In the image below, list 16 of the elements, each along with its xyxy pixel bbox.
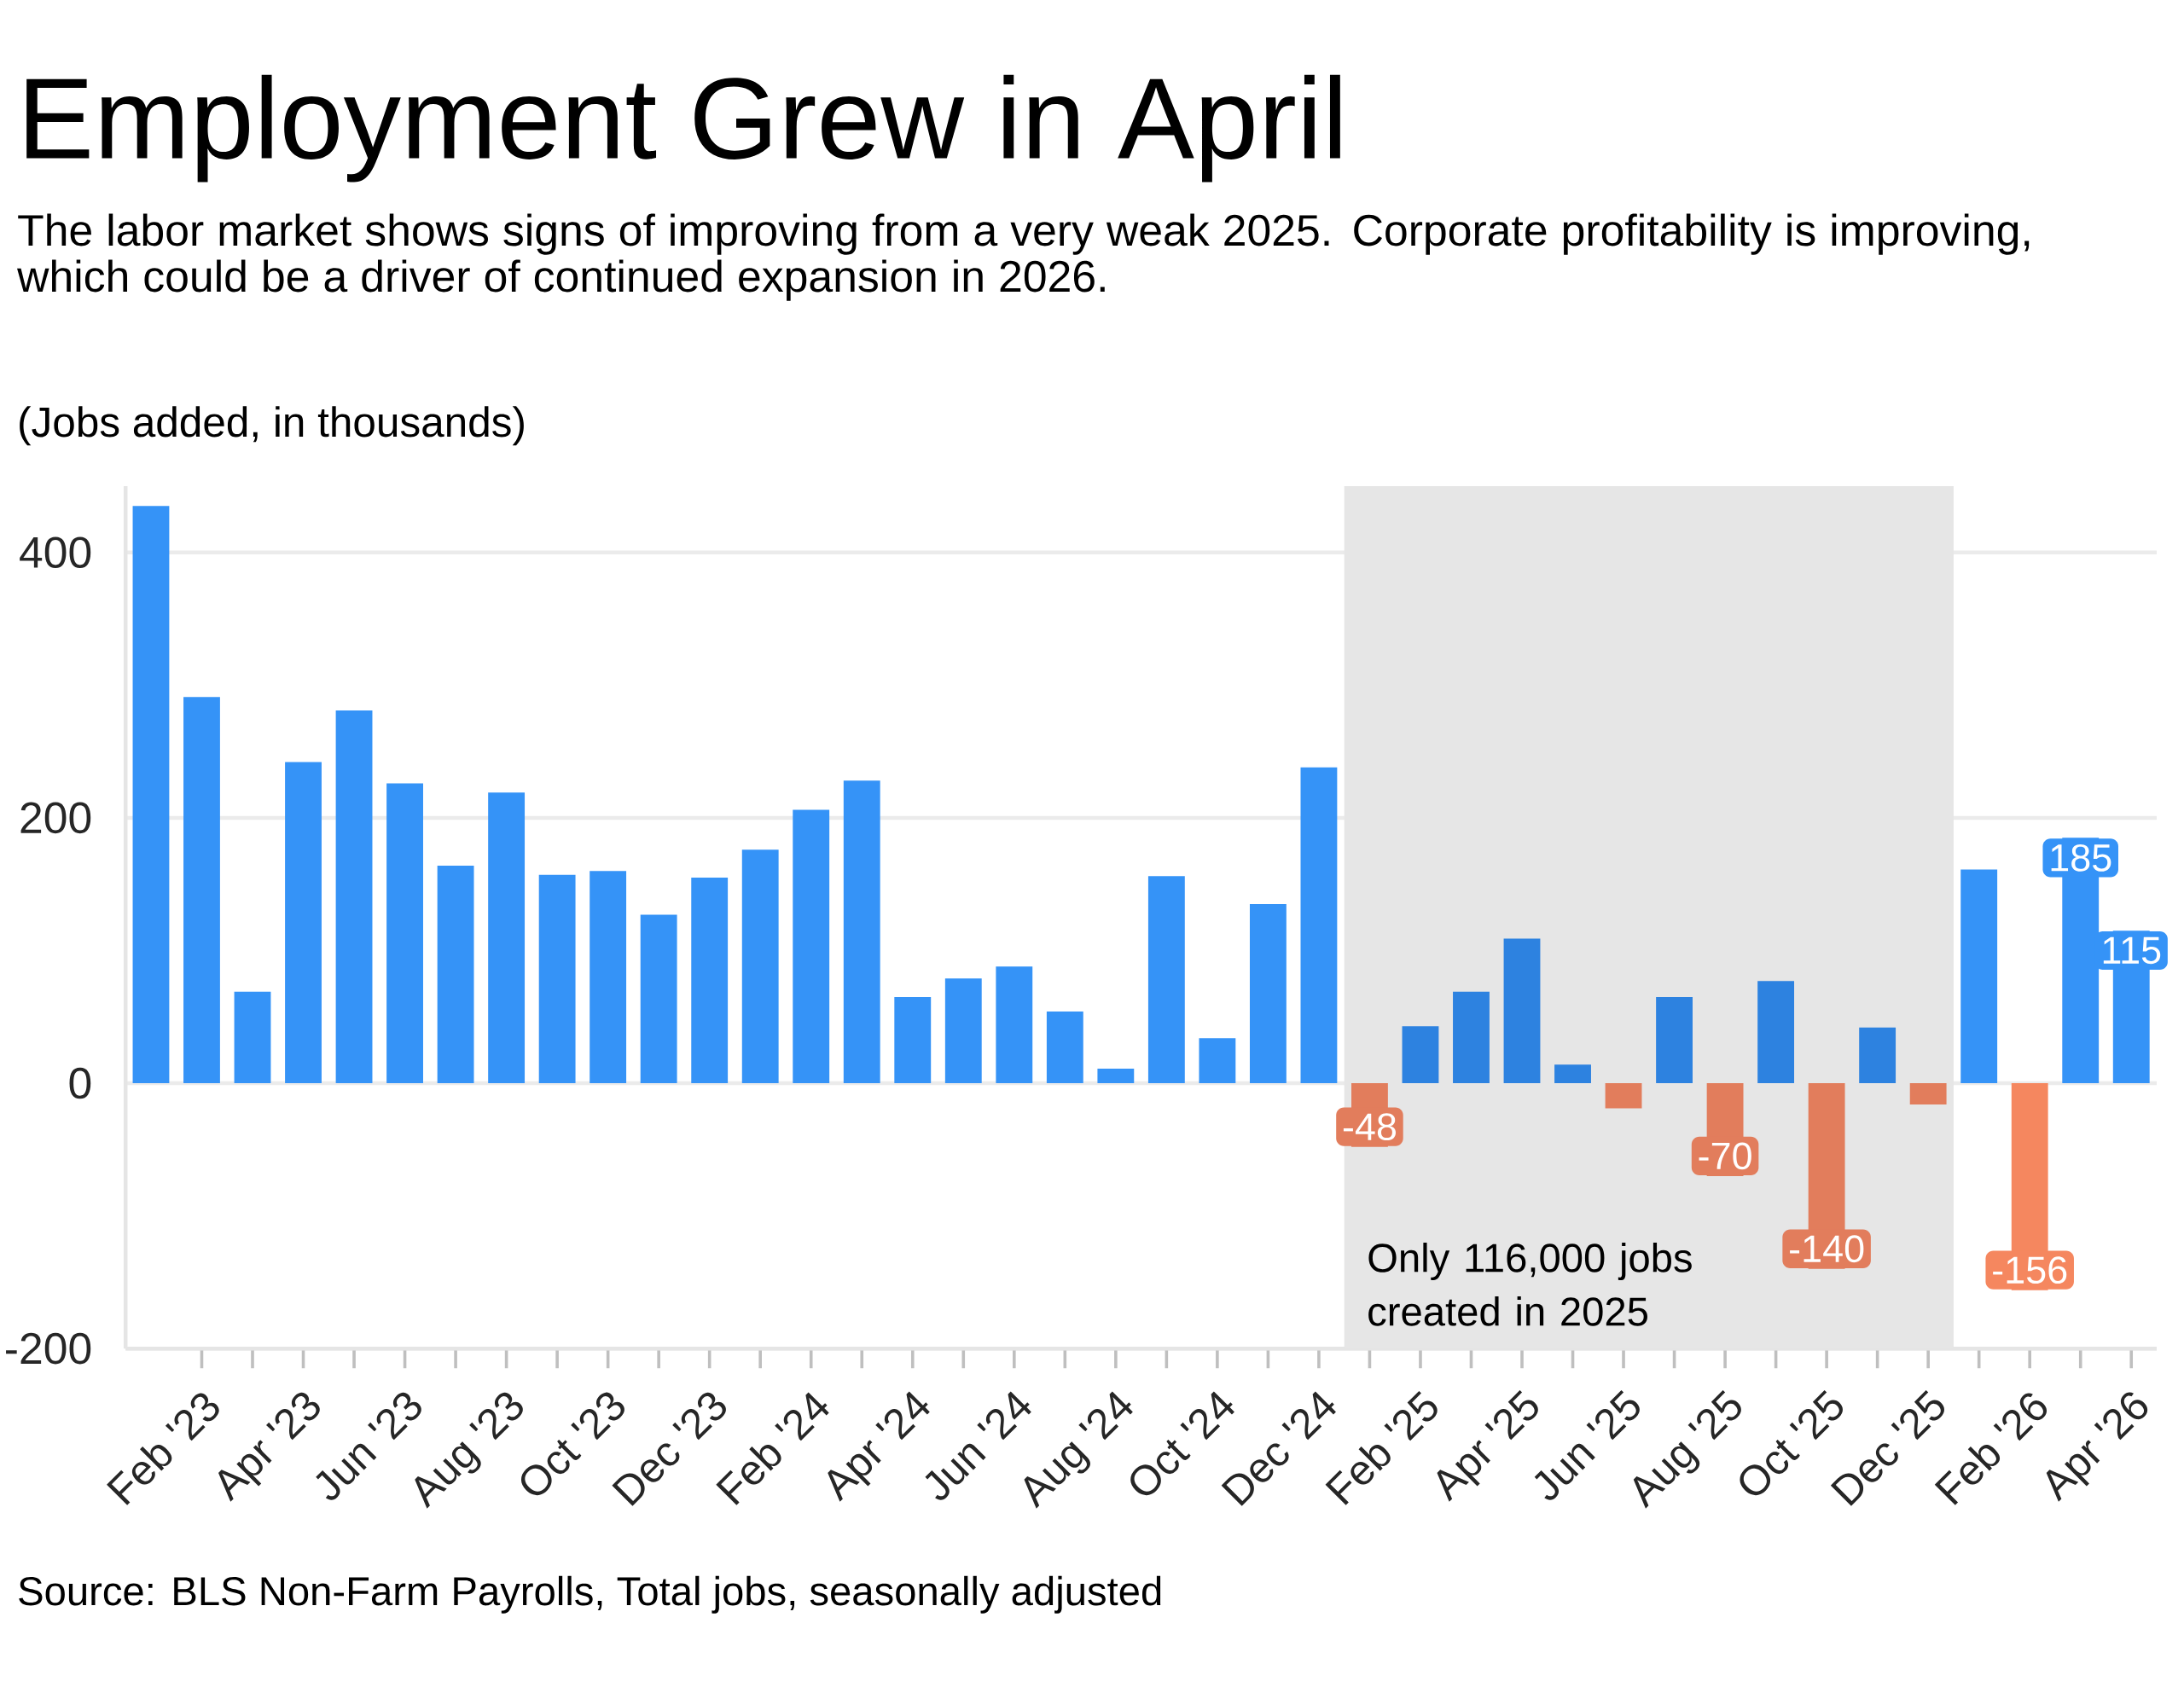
x-tick-label: Apr '26: [2046, 1392, 2148, 1502]
data-label: -156: [1993, 1256, 2067, 1284]
y-tick-label: 400: [20, 536, 91, 569]
chart-subtitle: The labor market shows signs of improving from a very weak 2025. Corporate profitability is improving, which could be a driver of continued expansion in 2026.: [17, 213, 2030, 301]
data-label: 185: [2051, 844, 2111, 872]
y-tick-label: 200: [20, 802, 91, 834]
y-tick-label: 0: [69, 1067, 91, 1099]
band-label: Only 116,000 jobs created in 2025: [1368, 1243, 1692, 1326]
data-label: 115: [2103, 936, 2161, 965]
data-label: -140: [1790, 1235, 1864, 1263]
source-note: Source: BLS Non-Farm Payrolls, Total jobs, seasonally adjusted: [19, 1575, 1161, 1614]
x-tick-label: Feb '23: [107, 1393, 219, 1505]
chart-title: Employment Grew in April: [26, 74, 1340, 183]
y-axis-title: (Jobs added, in thousands): [20, 406, 524, 446]
data-label: -70: [1699, 1142, 1751, 1170]
y-tick-label: -200: [6, 1332, 91, 1365]
